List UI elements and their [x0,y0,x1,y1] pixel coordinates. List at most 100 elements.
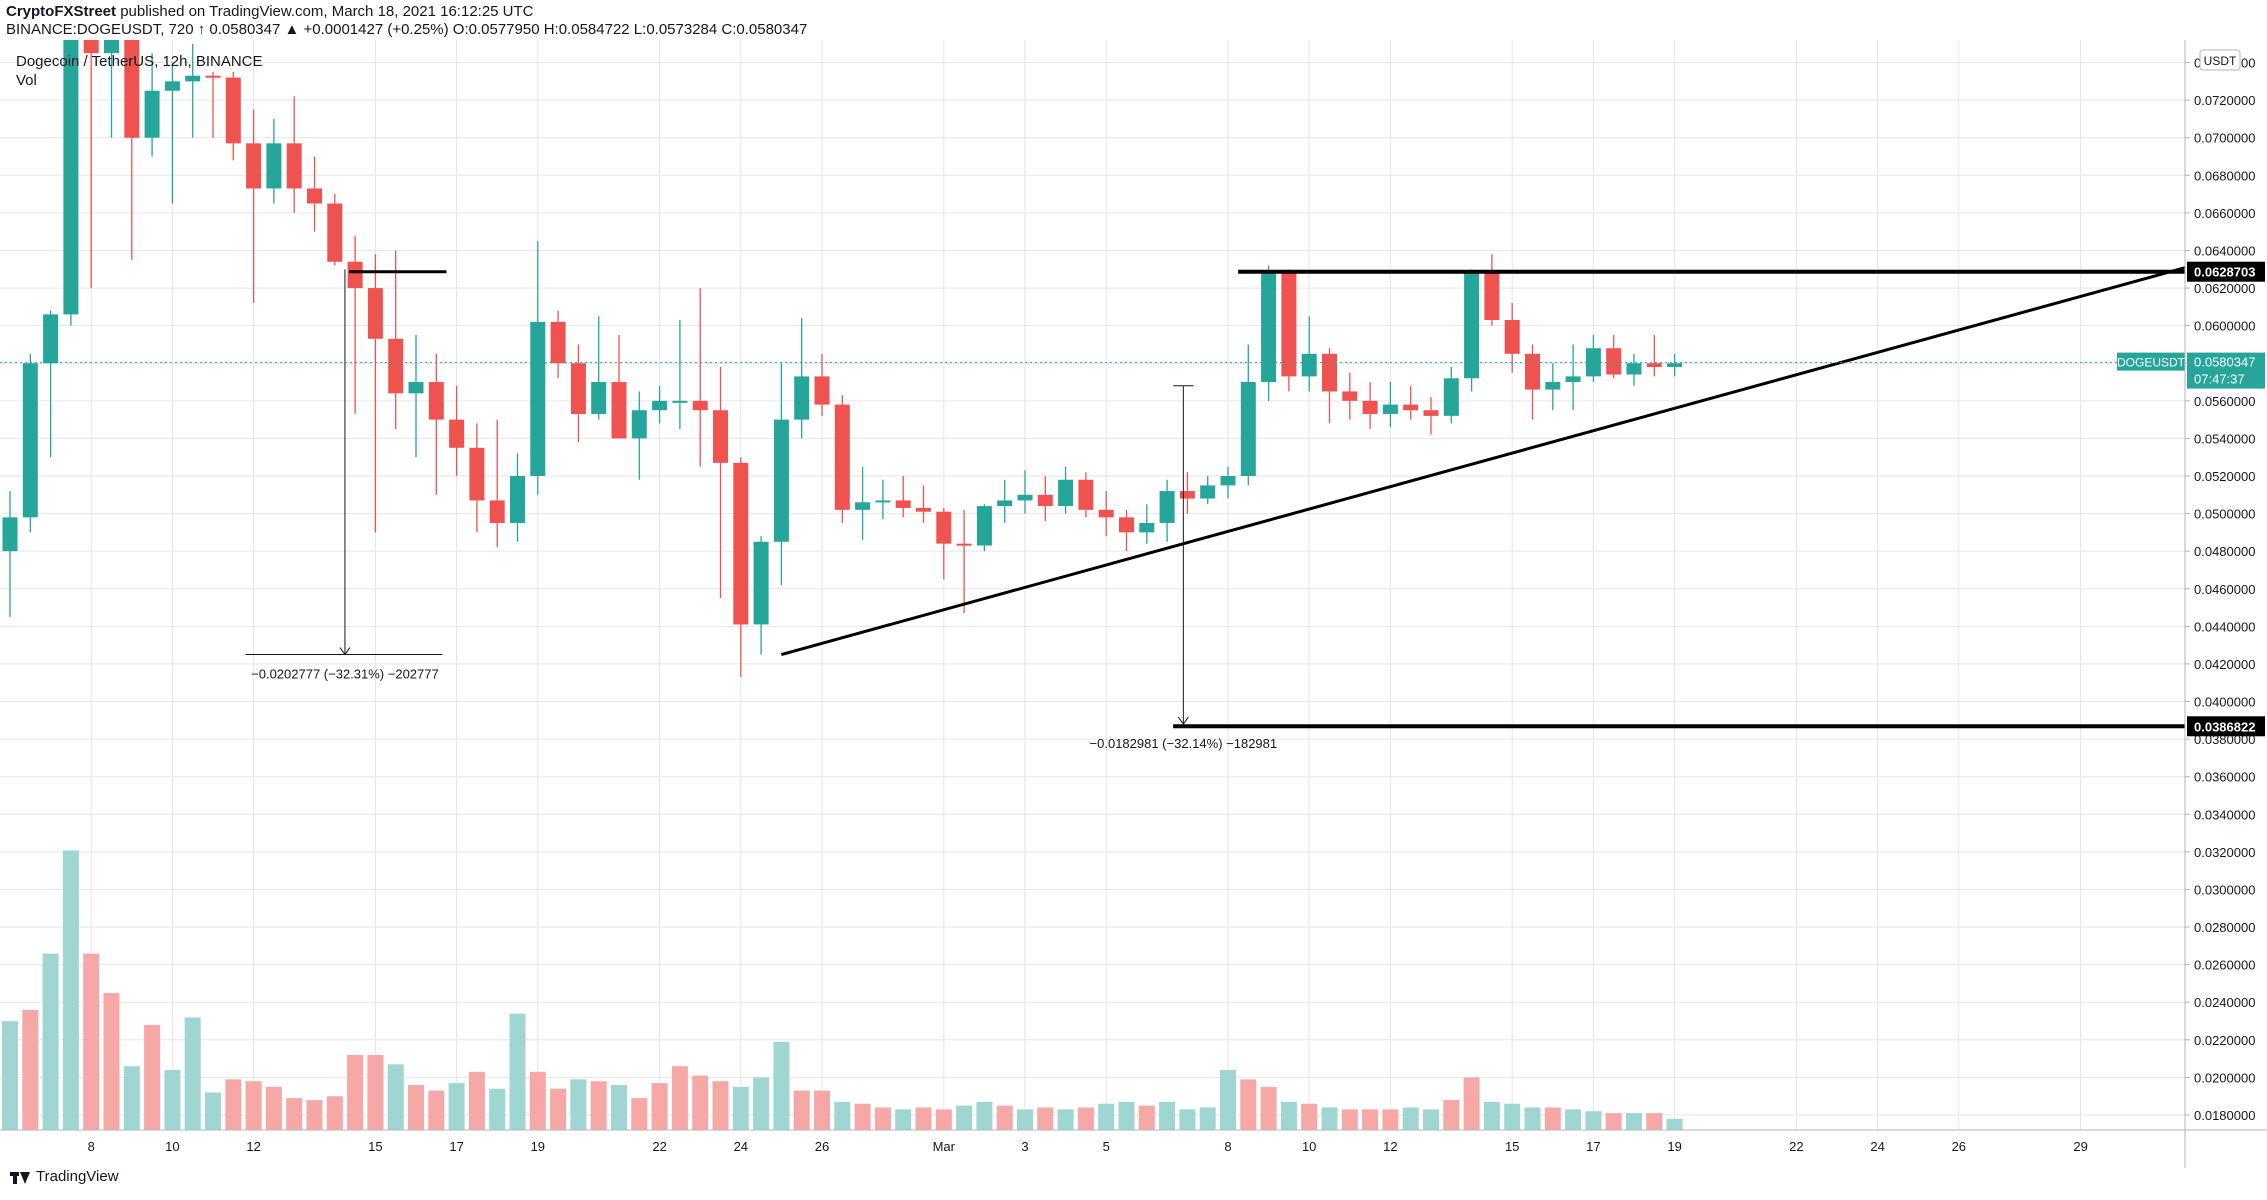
volume-bar [184,1017,201,1130]
y-tick-label: 0.0640000 [2194,243,2255,258]
candle [428,353,444,495]
volume-bar [1159,1101,1176,1130]
candle [1220,466,1236,499]
candles [2,40,1683,678]
candle [814,353,830,416]
candle [713,367,728,599]
candle [144,53,160,157]
x-tick-label: 15 [368,1139,382,1154]
volume-bar [1423,1109,1439,1130]
y-tick-label: 0.0680000 [2194,168,2255,183]
candle-body [327,203,343,262]
ohlc-line: BINANCE:DOGEUSDT, 720 ↑ 0.0580347 ▲ +0.0… [6,21,808,38]
candle [550,310,566,379]
candle [2,491,18,617]
x-tick-label: Mar [933,1139,956,1154]
candle [1484,254,1500,326]
grid-lines [0,40,2185,1130]
symbol-line: BINANCE:DOGEUSDT, 720 [6,21,194,38]
price-chart[interactable]: −0.0202777 (−32.31%) −202777 −0.0182981 (… [0,40,2267,1168]
candle-body [104,40,119,54]
candle [489,419,505,548]
change-value: +0.0001427 (+0.25%) [303,21,449,38]
candle [916,485,931,523]
x-tick-label: 5 [1103,1139,1110,1154]
candle-body [185,75,201,82]
last-value: 0.0580347 [209,21,281,38]
candle [449,385,465,476]
volume-bar [935,1109,952,1130]
candle-body [469,447,485,501]
candle-body [814,376,830,405]
candle [1281,269,1297,392]
volume-bar [611,1084,627,1130]
candle-body [1159,491,1175,523]
candle-body [1504,320,1520,354]
y-tick-label: 0.0700000 [2194,131,2255,146]
y-tick-label: 0.0280000 [2194,920,2255,935]
candle [408,335,424,458]
candle [43,310,59,458]
volume-bar [753,1077,770,1130]
volume-bar [1544,1107,1561,1130]
y-tick-label: 0.0600000 [2194,319,2255,334]
candle-body [1261,273,1277,383]
published-text: published on TradingView.com, March 18, … [120,3,534,20]
candle-body [794,376,810,420]
candle-body [773,419,789,542]
volume-bar [509,1013,526,1130]
volume-bar [1362,1109,1379,1130]
low-label: L: [633,21,647,38]
y-tick-label: 0.0560000 [2194,394,2255,409]
candle [855,466,871,540]
x-tick-label: 22 [652,1139,666,1154]
volume-bar [1179,1109,1196,1130]
volume-bar [205,1092,221,1130]
candle-body [1240,382,1256,476]
legend-vol: Vol [16,72,37,89]
candle [307,156,322,232]
y-tick-label: 0.0720000 [2194,93,2255,108]
y-tick-label: 0.0520000 [2194,469,2255,484]
candle [895,476,911,518]
candle-body [672,400,688,403]
candle-body [1301,353,1317,377]
currency-badge-box [2199,49,2241,71]
candle [956,509,972,614]
candle-body [713,410,728,463]
volume-bar [1077,1107,1094,1130]
y-tick-label: 0.0360000 [2194,770,2255,785]
candle [773,363,789,585]
volume-bar [225,1079,242,1130]
symbol-tag: DOGEUSDT [2117,356,2186,370]
volume-bar [1565,1109,1582,1130]
y-tick-label: 0.0220000 [2194,1033,2255,1048]
volume-bar [367,1054,384,1130]
candle [104,40,119,138]
candle [631,391,647,480]
high-label: H: [543,21,559,38]
publisher-name[interactable]: CryptoFXStreet [6,3,117,20]
candle-body [652,400,668,411]
volume-bar [1321,1107,1338,1130]
candle-body [225,77,241,144]
volume-bar [83,953,100,1130]
volume-bar [1626,1113,1642,1130]
candle-body [43,314,59,364]
chart-background [0,40,2185,1130]
candle-body [692,400,708,411]
candle-body [408,382,424,394]
time-axis[interactable]: 8 10 12 15 17 19 22 24 26 Mar 3 5 8 10 12 15 17 19 22 24 26 2… [88,1139,2088,1154]
open-value: 0.0577950 [468,21,540,38]
candle-body [875,500,891,503]
volume-bar [286,1098,303,1130]
candle-body [1585,348,1601,377]
volume-bars [2,850,1683,1130]
tradingview-footer[interactable]: TradingView [10,1168,119,1185]
volume-bar [1402,1107,1419,1130]
price-axis[interactable]: 0.07400000.07200000.07000000.06800000.06… [2185,56,2265,1123]
candle [794,318,810,439]
candle-body [367,288,383,339]
close-value: 0.0580347 [736,21,808,38]
y-tick-label: 0.0260000 [2194,958,2255,973]
